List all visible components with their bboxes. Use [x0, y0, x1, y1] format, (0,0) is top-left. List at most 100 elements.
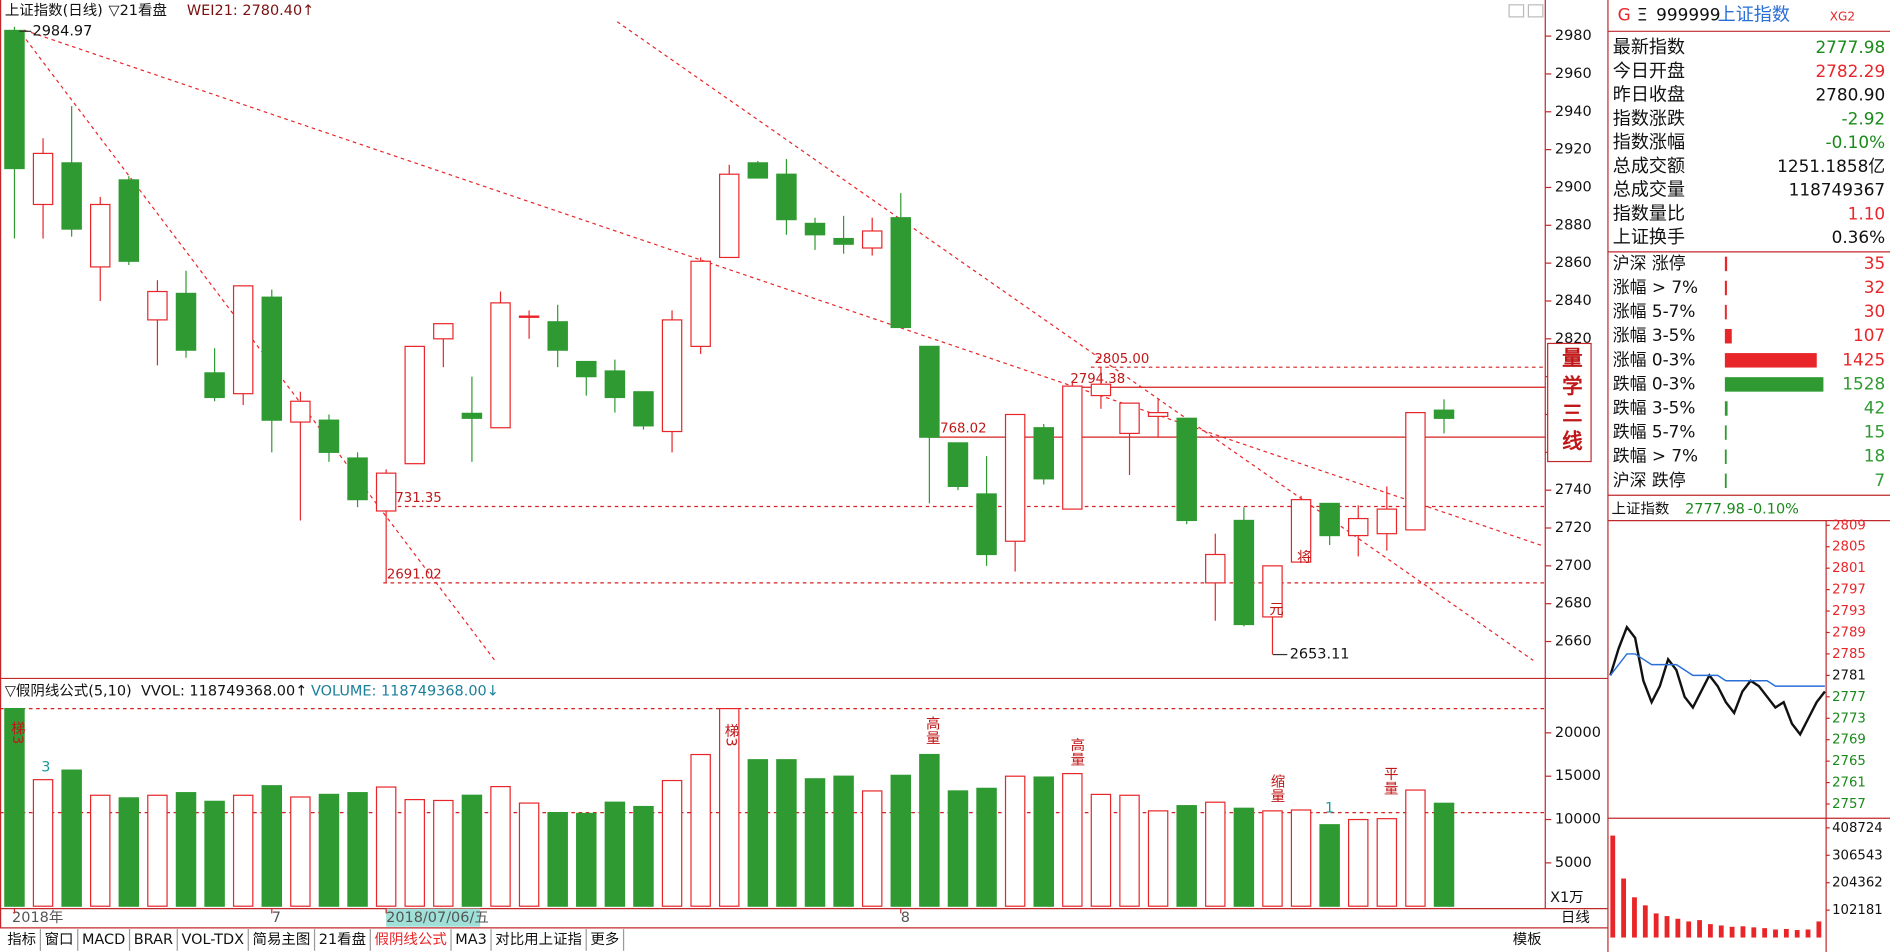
breadth-bar [1724, 328, 1732, 344]
quote-value: 1.10 [1848, 203, 1886, 223]
y-tick-label: 2980 [1555, 28, 1592, 44]
icon[interactable] [1508, 4, 1525, 18]
quote-value: 2782.29 [1815, 61, 1885, 81]
level-label: 2731.35 [387, 491, 442, 506]
candle-body [1262, 565, 1283, 618]
volume-bar [1205, 801, 1226, 907]
tab[interactable]: 21看盘 [319, 930, 366, 948]
period-tab[interactable]: 日线 [1561, 909, 1590, 926]
breadth-bar [1724, 473, 1727, 489]
y-tick-label: 2805 [1832, 540, 1866, 555]
code: 999999 [1656, 5, 1720, 25]
tab[interactable]: 窗口 [45, 930, 74, 948]
y-tick-label: 2761 [1832, 776, 1866, 791]
y-tick-label: 2740 [1555, 482, 1592, 498]
volume-bar [347, 792, 368, 907]
label-box-text: 量学三线 [1558, 347, 1582, 458]
candle-body [1376, 508, 1398, 535]
tab[interactable]: 简易主图 [252, 931, 310, 948]
candle-body [1233, 519, 1255, 626]
volume-bar [1033, 776, 1054, 907]
volume-bar [404, 798, 425, 907]
tab[interactable]: 更多 [590, 931, 619, 948]
tab[interactable]: VOL-TDX [181, 932, 244, 948]
tab[interactable]: 对比用上证指 [495, 931, 582, 948]
level-label: 2794.38 [1070, 372, 1125, 387]
chart-title: 上证指数(日线) [5, 2, 103, 19]
name: 上证指数 [1718, 5, 1790, 26]
intraday-volume [1794, 930, 1800, 938]
y-tick-label: 2797 [1832, 583, 1866, 598]
candle-body [375, 472, 397, 512]
unit-label: X1万 [1550, 890, 1584, 906]
candle-body [747, 162, 769, 179]
g: G [1618, 5, 1631, 25]
breadth-value: 107 [1853, 325, 1885, 345]
breadth-value: 7 [1874, 470, 1885, 490]
quote-label: 指数涨幅 [1613, 132, 1685, 153]
volume-bar [1176, 805, 1197, 907]
y-tick-label: 408724 [1832, 821, 1883, 836]
breadth-bar [1724, 425, 1727, 440]
tab[interactable]: MACD [82, 932, 125, 948]
intraday-title: 上证指数 [1612, 501, 1670, 518]
template[interactable]: 模板 [1513, 930, 1542, 948]
volume-bar [4, 707, 25, 907]
y-tick-label: 2840 [1555, 293, 1592, 309]
volume-bar [318, 793, 340, 907]
volume-bar [433, 799, 454, 907]
indicator: WEI21: 2780.40↑ [187, 3, 314, 19]
y-tick-label: 2777 [1832, 690, 1866, 705]
volume-annotation: 1 [1325, 801, 1334, 817]
y-tick-label: 2809 [1832, 518, 1866, 533]
volume-bar [833, 775, 854, 907]
intraday-line [1609, 653, 1825, 687]
level-label: 2691.02 [387, 567, 442, 582]
breadth-bar [1724, 377, 1824, 392]
quote-label: 最新指数 [1613, 37, 1685, 58]
breadth-value: 42 [1864, 398, 1885, 418]
y-tick-label: 20000 [1555, 725, 1601, 741]
quote-label: 指数量比 [1613, 203, 1685, 224]
tab[interactable]: BRAR [134, 932, 173, 948]
candle-body [1347, 517, 1369, 537]
volume-bar [32, 779, 54, 907]
volume-bar [375, 786, 397, 907]
tag: XG2 [1830, 9, 1855, 23]
intraday-volume [1762, 928, 1768, 938]
candle-body [61, 162, 82, 230]
candle-body [861, 230, 883, 249]
candle-body [204, 372, 225, 399]
candle-body [433, 323, 454, 340]
tab[interactable]: 假阴线公式 [375, 931, 447, 948]
period: ▽21看盘 [108, 1, 166, 19]
candle-body [290, 400, 311, 423]
candle-body [1205, 553, 1226, 584]
x-tick-label: 2018/07/06/五 [386, 910, 489, 926]
volume-bar [261, 785, 283, 907]
candle-body [89, 203, 111, 268]
volume-bar [518, 802, 540, 907]
volume-annotation: 3 [41, 760, 50, 776]
breadth-bar [1724, 449, 1727, 464]
volume-bar [1147, 810, 1169, 907]
breadth-label: 涨幅 0-3% [1613, 349, 1696, 369]
menu[interactable]: Ξ [1637, 5, 1648, 25]
y-tick-label: 2820 [1555, 331, 1592, 347]
y-tick-label: 2765 [1832, 754, 1866, 769]
volume-bar [947, 790, 969, 907]
intraday-volume [1610, 835, 1616, 938]
y-tick-label: 5000 [1555, 855, 1592, 871]
candle-body [518, 315, 540, 318]
y-tick-label: 2900 [1555, 179, 1592, 195]
volume-bar [976, 787, 997, 907]
y-tick-label: 2720 [1555, 520, 1592, 536]
icon[interactable] [1527, 4, 1544, 18]
candle-body [1433, 409, 1455, 419]
breadth-bar [1724, 353, 1817, 368]
tab[interactable]: MA3 [455, 932, 487, 948]
tab[interactable]: 指标 [7, 931, 36, 948]
